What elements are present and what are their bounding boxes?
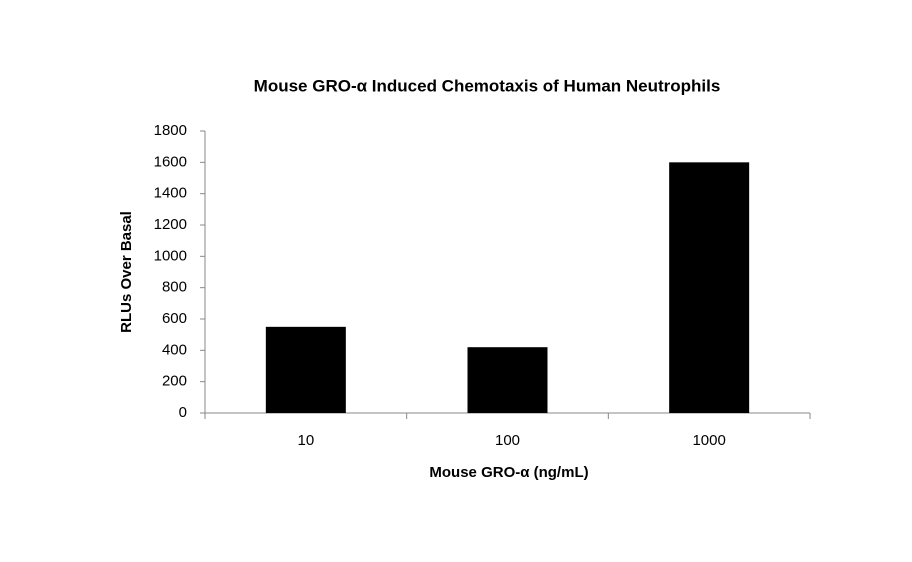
- bar: [467, 347, 548, 413]
- chart-title: Mouse GRO-α Induced Chemotaxis of Human …: [254, 76, 721, 95]
- bar: [265, 326, 346, 413]
- bar: [669, 162, 750, 413]
- x-tick-label: 10: [297, 432, 314, 449]
- y-tick-label: 1800: [154, 122, 187, 139]
- y-tick-label: 1400: [154, 185, 187, 202]
- y-tick-label: 1200: [154, 216, 187, 233]
- y-tick-label: 1000: [154, 247, 187, 264]
- y-axis-label: RLUs Over Basal: [118, 211, 135, 333]
- x-tick-label: 100: [495, 432, 520, 449]
- y-tick-label: 800: [162, 279, 187, 296]
- y-tick-label: 600: [162, 310, 187, 327]
- y-tick-label: 1600: [154, 153, 187, 170]
- y-tick-label: 0: [179, 404, 187, 421]
- y-tick-label: 400: [162, 341, 187, 358]
- x-tick-label: 1000: [692, 432, 725, 449]
- x-axis-label: Mouse GRO-α (ng/mL): [429, 464, 588, 481]
- y-tick-label: 200: [162, 373, 187, 390]
